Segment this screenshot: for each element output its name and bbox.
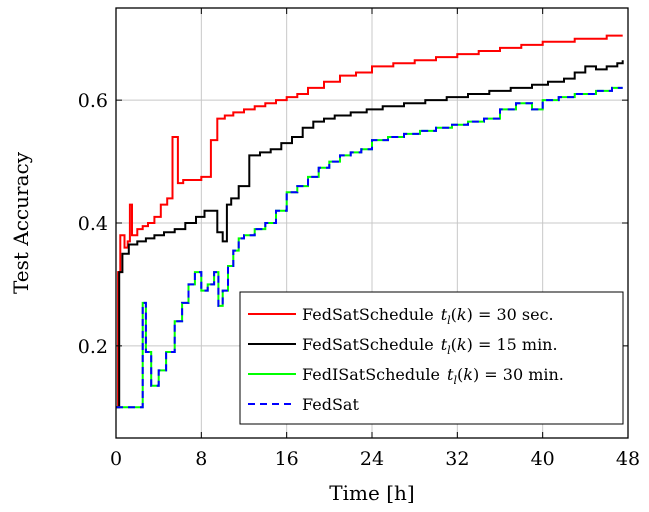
legend-entry-4: FedSat (302, 395, 359, 414)
series-line-4 (116, 86, 623, 409)
y-axis-label: Test Accuracy (9, 151, 33, 294)
legend-box (239, 291, 624, 425)
legend-entry-2: FedSatSchedule tl(k) = 15 min. (302, 335, 558, 357)
x-tick-label: 32 (445, 448, 469, 470)
x-axis-label: Time [h] (329, 481, 414, 505)
x-tick-label: 48 (616, 448, 640, 470)
y-tick-label: 0.4 (78, 213, 108, 235)
x-tick-label: 8 (195, 448, 207, 470)
legend-entry-3: FedISatSchedule tl(k) = 30 min. (302, 365, 564, 387)
x-tick-label: 40 (531, 448, 555, 470)
x-tick-label: 16 (275, 448, 299, 470)
series-group (116, 34, 624, 409)
legend-series-name: FedSat (302, 395, 359, 414)
legend-entry-1: FedSatSchedule tl(k) = 30 sec. (302, 305, 554, 327)
legend: FedSatSchedule tl(k) = 30 sec.FedSatSched… (239, 291, 624, 425)
series-line-2 (116, 60, 624, 409)
y-tick-label: 0.6 (78, 90, 108, 112)
legend-series-name: FedSatSchedule (302, 335, 434, 354)
x-tick-label: 24 (360, 448, 384, 470)
series-line-1 (116, 34, 623, 409)
x-tick-label: 0 (110, 448, 122, 470)
legend-series-name: FedISatSchedule (302, 365, 440, 384)
y-tick-label: 0.2 (78, 336, 108, 358)
legend-series-name: FedSatSchedule (302, 305, 434, 324)
ticks: 0 8 16 24 32 40 48 0.2 0.4 0.6 (78, 8, 640, 470)
